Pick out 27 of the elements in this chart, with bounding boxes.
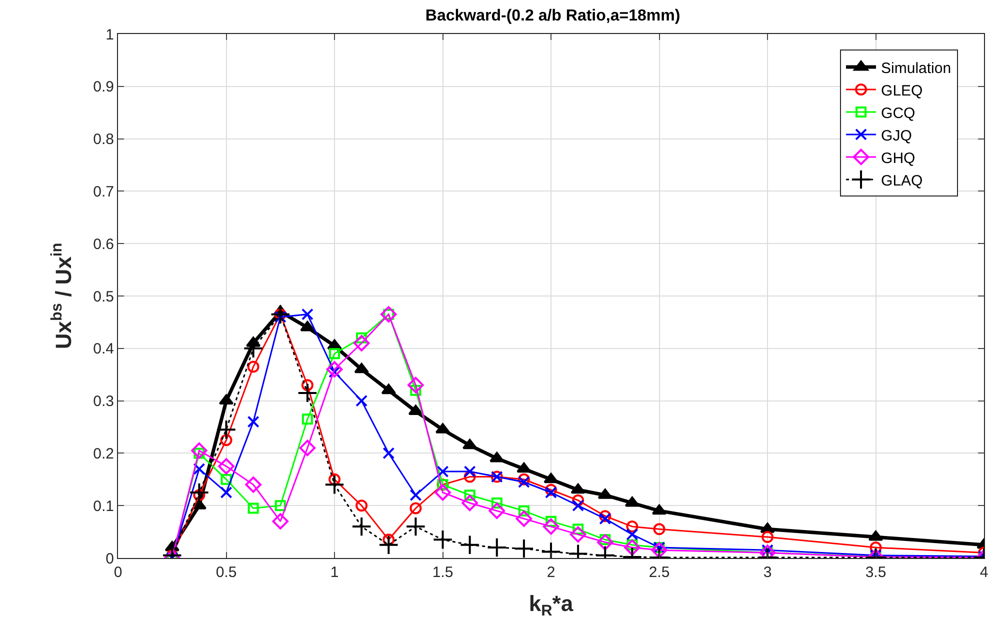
y-tick-label: 0.4 [93,340,114,358]
y-tick-label: 1 [106,26,114,44]
x-tick-label: 4 [980,564,988,581]
y-tick-label: 0.9 [93,78,114,96]
x-tick-label: 1.5 [432,564,454,581]
x-tick-label: 2 [546,564,556,581]
x-tick-label: 2.5 [648,564,670,581]
y-tick-label: 0.3 [93,393,114,410]
legend-label: GLEQ [881,82,923,100]
y-tick-label: 0.5 [93,288,114,306]
y-tick-label: 0.2 [93,445,114,462]
y-tick-label: 0.7 [93,183,114,200]
y-tick-label: 0.8 [93,131,114,148]
y-tick-label: 0 [106,550,114,568]
legend-label: GLAQ [881,172,923,190]
legend-label: GJQ [881,127,912,144]
x-tick-label: 3 [763,564,772,581]
x-tick-label: 1 [330,564,339,581]
legend-label: GCQ [881,104,916,122]
y-tick-label: 0.1 [93,498,114,515]
legend-label: Simulation [881,60,952,77]
y-tick-label: 0.6 [93,236,114,253]
chart-title: Backward-(0.2 a/b Ratio,a=18mm) [425,8,680,25]
x-axis-title: k$_{R}$*a [528,590,574,620]
x-tick-label: 0.5 [216,564,237,581]
x-tick-label: 3.5 [865,564,886,581]
legend-label: GHQ [881,150,916,167]
